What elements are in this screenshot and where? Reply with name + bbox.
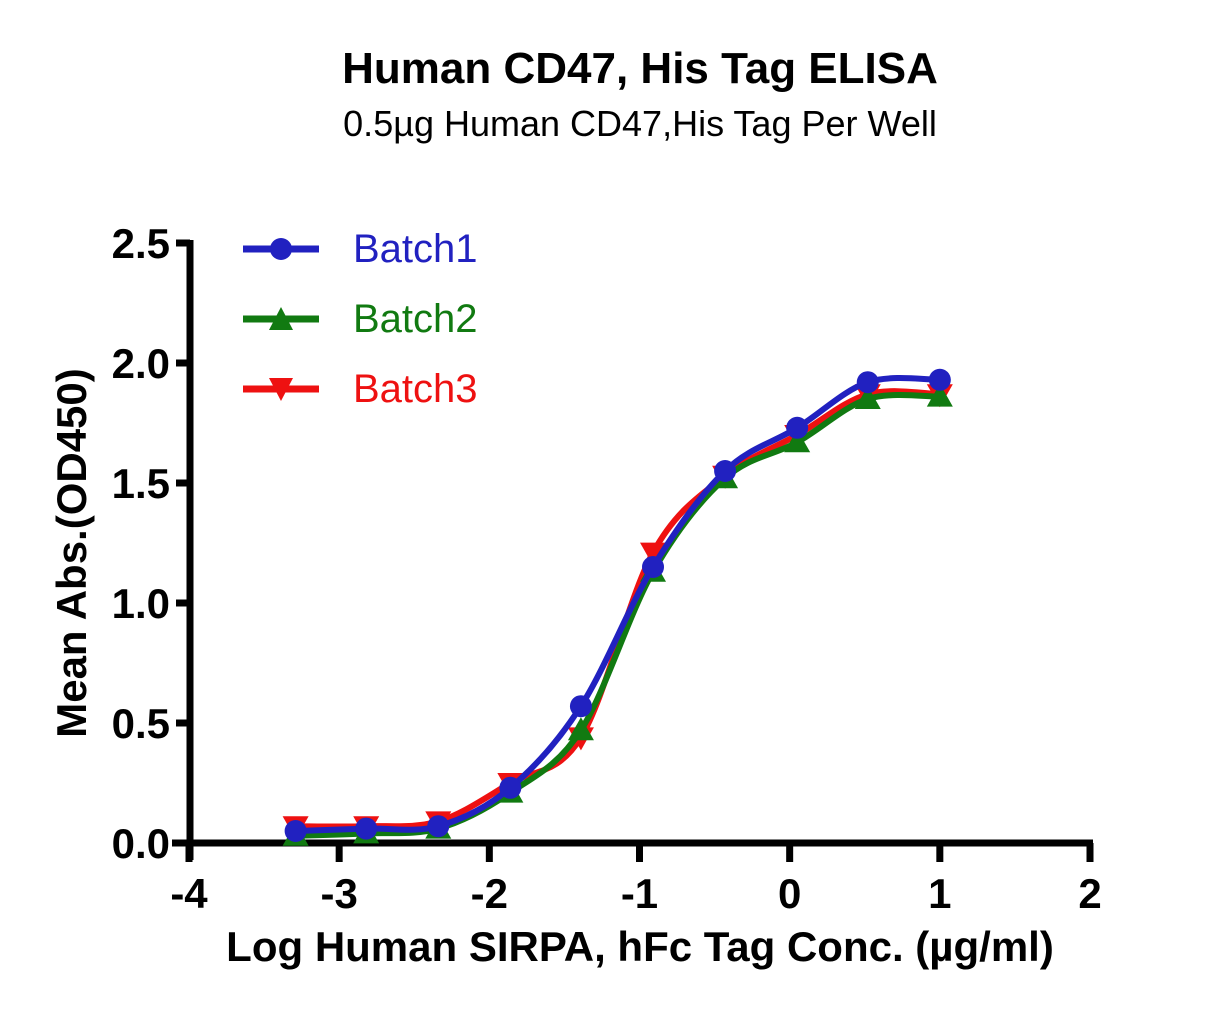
y-tick-label: 2.0 xyxy=(112,340,170,387)
y-tick-label: 2.5 xyxy=(112,220,170,267)
legend-marker-triangle-down xyxy=(243,378,319,401)
legend-label: Batch3 xyxy=(353,366,478,411)
legend-item-batch3: Batch3 xyxy=(241,354,478,424)
x-tick-label: 2 xyxy=(1078,870,1101,917)
marker-Batch2 xyxy=(854,386,881,409)
legend-item-batch2: Batch2 xyxy=(241,284,478,354)
y-tick-label: 1.5 xyxy=(112,460,170,507)
y-axis-title: Mean Abs.(OD450) xyxy=(48,368,95,738)
x-tick-label: -2 xyxy=(471,870,508,917)
y-tick-label: 1.0 xyxy=(112,580,170,627)
marker-Batch1 xyxy=(284,820,307,842)
chart-title: Human CD47, His Tag ELISA xyxy=(342,44,938,93)
curve-Batch3 xyxy=(292,388,943,830)
marker-Batch1 xyxy=(714,460,737,482)
x-axis-title: Log Human SIRPA, hFc Tag Conc. (µg/ml) xyxy=(226,923,1054,970)
legend: Batch1 Batch2 Batch3 xyxy=(241,214,478,424)
marker-Batch1 xyxy=(569,695,592,718)
curve-Batch1 xyxy=(292,375,943,834)
marker-Batch1 xyxy=(928,368,951,391)
x-tick-label: 1 xyxy=(928,870,951,917)
marker-Batch2 xyxy=(926,383,953,407)
x-tick-label: 0 xyxy=(778,870,801,917)
legend-item-batch1: Batch1 xyxy=(241,214,478,284)
marker-Batch2 xyxy=(784,429,811,453)
chart-subtitle: 0.5µg Human CD47,His Tag Per Well xyxy=(343,103,937,144)
marker-Batch1 xyxy=(355,817,378,840)
legend-label: Batch2 xyxy=(353,296,478,341)
x-tick-label: -3 xyxy=(320,870,357,917)
x-tick-label: -4 xyxy=(170,870,208,917)
y-tick-label: 0.0 xyxy=(112,820,170,867)
marker-Batch1 xyxy=(642,556,665,578)
marker-Batch1 xyxy=(499,776,522,799)
legend-marker-circle xyxy=(243,238,319,260)
y-tick-label: 0.5 xyxy=(112,700,170,747)
marker-Batch2 xyxy=(567,717,594,741)
legend-marker-triangle-up xyxy=(243,307,319,330)
marker-Batch3 xyxy=(640,542,667,566)
x-tick-label: -1 xyxy=(621,870,658,917)
curve-Batch2 xyxy=(292,392,943,839)
marker-Batch1 xyxy=(856,371,879,394)
marker-Batch1 xyxy=(786,416,809,439)
marker-Batch1 xyxy=(427,815,450,838)
legend-label: Batch1 xyxy=(353,226,478,271)
